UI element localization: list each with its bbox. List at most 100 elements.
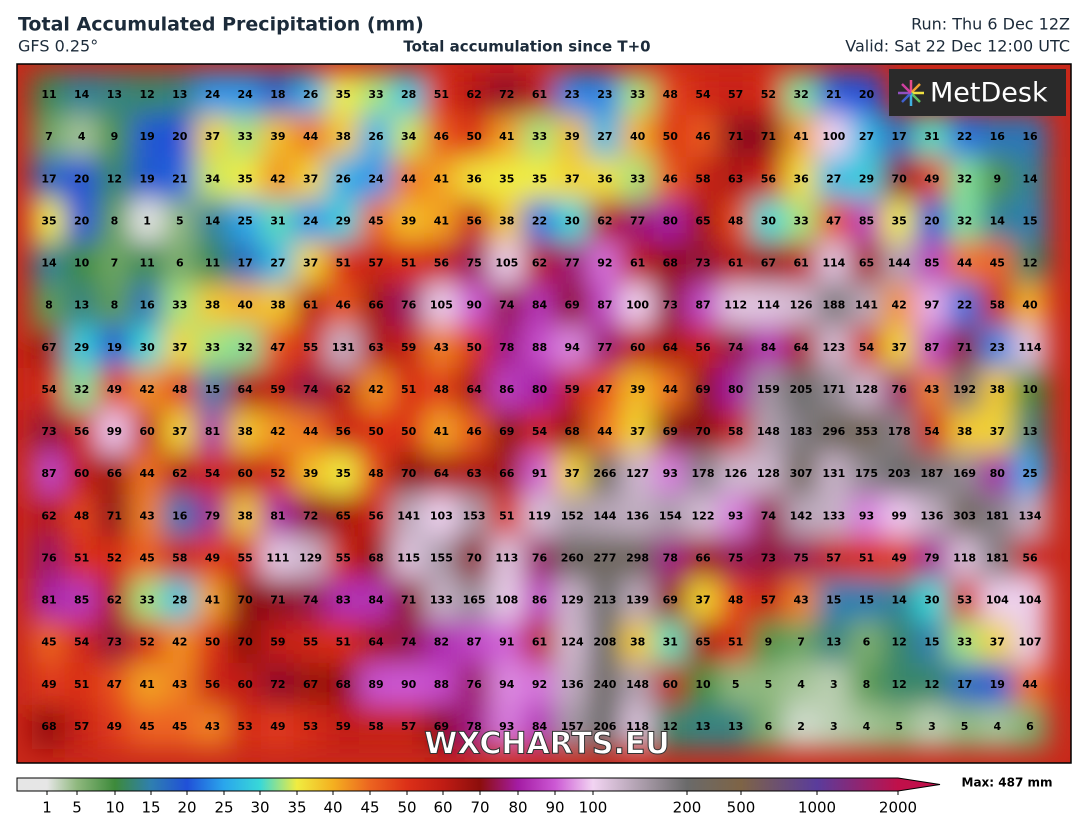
precip-value: 33	[532, 130, 547, 143]
precip-cell	[816, 578, 851, 623]
precip-cell	[751, 410, 786, 455]
precip-value: 105	[495, 257, 518, 270]
precip-cell	[391, 536, 426, 581]
precip-value: 60	[630, 341, 646, 354]
precip-cell	[980, 704, 1015, 749]
precip-value: 29	[74, 341, 89, 354]
precip-value: 63	[728, 172, 743, 185]
precip-cell	[522, 73, 557, 117]
precip-value: 15	[924, 636, 939, 649]
precip-cell	[718, 662, 753, 707]
precip-cell	[882, 157, 917, 202]
precip-value: 57	[74, 720, 89, 733]
precip-value: 49	[107, 720, 122, 733]
precip-cell	[32, 578, 66, 623]
precip-cell	[32, 620, 66, 665]
precip-value: 66	[499, 467, 515, 480]
precip-cell	[32, 704, 66, 749]
precip-value: 88	[532, 341, 547, 354]
precip-value: 188	[822, 299, 845, 312]
precip-value: 92	[532, 678, 547, 691]
precip-cell	[391, 452, 426, 497]
precip-value: 40	[1022, 299, 1038, 312]
precip-cell	[620, 157, 655, 202]
precip-value: 37	[565, 467, 580, 480]
precip-value: 154	[659, 509, 682, 522]
precip-cell	[64, 494, 99, 539]
precip-cell	[914, 241, 949, 286]
precip-cell	[751, 115, 786, 160]
precip-value: 32	[74, 383, 89, 396]
precip-value: 60	[139, 425, 155, 438]
precip-cell	[359, 578, 393, 623]
precip-cell	[326, 115, 361, 160]
precip-value: 42	[139, 383, 154, 396]
precip-cell	[653, 241, 688, 286]
precip-value: 50	[401, 425, 417, 438]
precip-value: 61	[793, 257, 808, 270]
precip-value: 59	[336, 720, 351, 733]
precip-cell	[424, 410, 459, 455]
precip-value: 112	[724, 299, 747, 312]
precip-value: 42	[368, 383, 383, 396]
precip-cell	[326, 157, 361, 202]
precip-cell	[293, 578, 328, 623]
precip-value: 131	[332, 341, 355, 354]
precip-cell	[130, 325, 165, 370]
precip-value: 87	[597, 299, 612, 312]
precip-cell	[555, 536, 590, 581]
precip-value: 353	[855, 425, 878, 438]
precip-cell	[1013, 325, 1047, 370]
precip-value: 68	[565, 425, 580, 438]
precip-value: 139	[626, 594, 649, 607]
precip-value: 38	[270, 299, 285, 312]
precip-value: 37	[303, 172, 318, 185]
precip-value: 38	[336, 130, 351, 143]
precip-cell	[718, 452, 753, 497]
precip-value: 35	[238, 172, 253, 185]
precip-value: 8	[863, 678, 871, 691]
precip-cell	[620, 578, 655, 623]
precip-value: 45	[41, 636, 56, 649]
precip-value: 6	[176, 257, 184, 270]
precip-value: 93	[499, 720, 514, 733]
precip-cell	[620, 662, 655, 707]
precip-value: 141	[397, 509, 420, 522]
precip-value: 155	[430, 551, 453, 564]
precip-cell	[882, 325, 917, 370]
precip-value: 71	[761, 130, 776, 143]
precip-value: 178	[692, 467, 715, 480]
precip-cell	[849, 157, 884, 202]
precip-cell	[784, 662, 819, 707]
precip-value: 19	[139, 130, 154, 143]
precip-value: 69	[565, 299, 580, 312]
precip-cell	[620, 410, 655, 455]
precip-cell	[162, 325, 197, 370]
precip-cell	[849, 199, 884, 244]
precip-cell	[195, 283, 230, 328]
precip-value: 260	[561, 551, 584, 564]
precip-cell	[522, 452, 557, 497]
precip-value: 206	[593, 720, 616, 733]
precip-value: 58	[172, 551, 187, 564]
precip-cell	[522, 578, 557, 623]
precip-value: 44	[597, 425, 613, 438]
precip-cell	[489, 662, 524, 707]
precip-value: 81	[270, 509, 285, 522]
precip-cell	[97, 199, 132, 244]
precip-cell	[260, 494, 295, 539]
precip-value: 44	[139, 467, 155, 480]
precip-value: 37	[630, 425, 645, 438]
precip-cell	[97, 115, 132, 160]
precip-value: 89	[368, 678, 383, 691]
precip-cell	[391, 199, 426, 244]
precip-cell	[489, 283, 524, 328]
precip-value: 51	[859, 551, 874, 564]
precip-value: 129	[299, 551, 322, 564]
precip-cell	[97, 325, 132, 370]
precip-value: 69	[499, 425, 514, 438]
precip-cell	[882, 367, 917, 412]
precip-cell	[849, 325, 884, 370]
precip-cell	[162, 536, 197, 581]
precip-cell	[914, 452, 949, 497]
